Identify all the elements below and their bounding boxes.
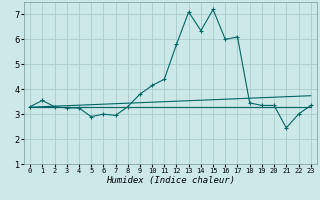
X-axis label: Humidex (Indice chaleur): Humidex (Indice chaleur): [106, 176, 235, 185]
